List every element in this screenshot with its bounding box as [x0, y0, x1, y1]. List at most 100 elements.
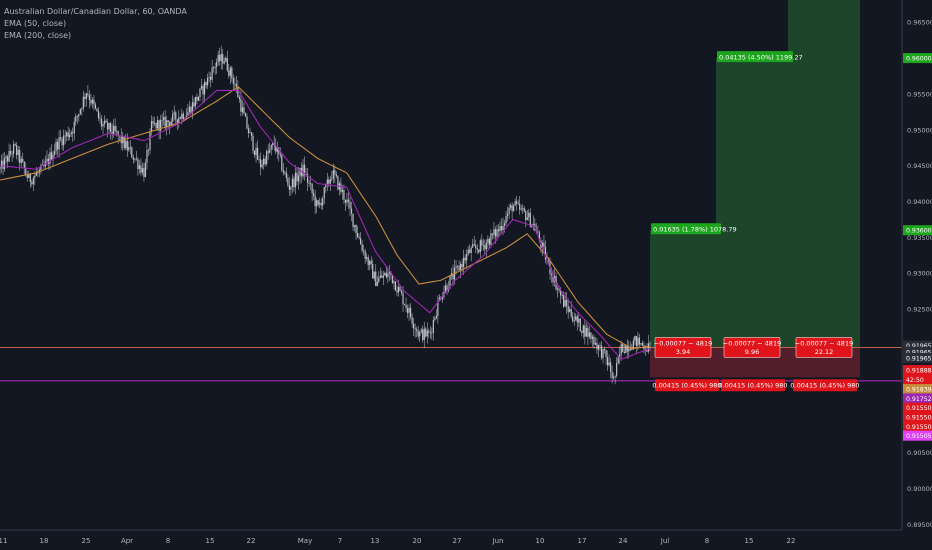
candle-body [419, 332, 421, 337]
target-label: 0.04135 (4.50%) 1199.27 [719, 54, 803, 62]
profit-zone [716, 58, 788, 348]
candle-body [260, 159, 262, 168]
candle-body [460, 263, 462, 271]
candle-body [413, 323, 415, 329]
profit-zone [650, 230, 716, 348]
candle-body [278, 147, 280, 154]
candle-body [100, 118, 103, 127]
candle-body [558, 288, 560, 291]
candle-body [8, 150, 10, 162]
candle-body [0, 160, 3, 168]
candle-body [614, 375, 616, 377]
time-tick-label: 25 [82, 537, 91, 545]
candle-body [356, 233, 359, 237]
time-tick-label: Apr [121, 537, 133, 545]
candle-body [617, 357, 619, 363]
price-tag-label: 0.91550 [906, 424, 932, 431]
candle-body [376, 281, 378, 287]
candle-body [214, 67, 216, 68]
candle-body [200, 85, 203, 89]
candle-body [244, 113, 247, 117]
candle-body [332, 170, 334, 179]
price-tag-label: 0.91752 [906, 396, 932, 403]
candle-body [99, 118, 101, 119]
candle-body [572, 316, 574, 322]
candle-body [564, 299, 566, 307]
price-tag-label: 0.91550 [906, 405, 932, 412]
candle-body [363, 250, 365, 252]
candle-body [620, 344, 622, 355]
candle-body [326, 179, 328, 185]
candle-body [605, 350, 607, 358]
price-tick-label: 0.89500 [907, 521, 932, 529]
candle-body [637, 337, 639, 346]
candle-body [420, 329, 422, 333]
time-tick-label: 24 [619, 537, 628, 545]
candle-body [537, 231, 539, 233]
candle-body [567, 306, 569, 312]
candle-body [640, 343, 642, 345]
candle-body [426, 330, 428, 337]
entry-sub-label: 22.12 [815, 348, 834, 356]
candle-body [340, 183, 342, 192]
candle-body [556, 288, 559, 290]
candle-body [526, 217, 528, 221]
candle-body [64, 135, 66, 137]
price-tick-label: 0.95500 [907, 90, 932, 98]
price-tick-label: 0.93500 [907, 234, 932, 242]
candle-body [349, 201, 351, 209]
candle-body [294, 172, 297, 188]
candle-body [232, 78, 234, 84]
time-tick-label: Jul [660, 537, 670, 545]
candle-body [429, 332, 431, 334]
candle-body [282, 170, 284, 173]
time-tick-label: 18 [40, 537, 49, 545]
candle-body [75, 116, 77, 122]
candle-body [78, 113, 80, 117]
candle-body [373, 271, 375, 279]
candle-body [291, 178, 294, 187]
price-tick-label: 0.90500 [907, 449, 932, 457]
candle-body [366, 257, 368, 259]
candle-body [149, 131, 151, 151]
candle-body [344, 199, 347, 203]
candle-body [147, 150, 150, 151]
candle-body [470, 247, 472, 253]
candle-body [17, 149, 19, 156]
candle-body [108, 123, 110, 130]
candle-body [463, 257, 465, 268]
candle-body [43, 164, 45, 167]
candle-body [353, 225, 356, 227]
candle-body [222, 54, 224, 64]
candle-body [158, 120, 160, 131]
candle-body [55, 141, 57, 152]
candle-body [529, 212, 531, 227]
candle-body [91, 99, 94, 104]
candle-body [475, 245, 477, 249]
price-tick-label: 0.94000 [907, 198, 932, 206]
candle-body [34, 175, 36, 178]
price-tag-label: 0.91839 [906, 387, 932, 394]
candle-body [228, 70, 230, 76]
candle-body [150, 121, 153, 132]
candle-body [225, 58, 227, 62]
candle-body [199, 88, 201, 97]
candle-body [629, 348, 631, 350]
ema200-legend[interactable]: EMA (200, close) [4, 31, 72, 40]
candle-body [205, 82, 207, 86]
candle-body [238, 97, 240, 99]
candle-body [416, 329, 418, 331]
candle-body [161, 119, 163, 121]
candle-body [610, 362, 612, 373]
candle-body [134, 158, 136, 160]
ema50-legend[interactable]: EMA (50, close) [4, 19, 67, 28]
candle-body [591, 336, 594, 339]
candle-body [476, 248, 478, 250]
candle-body [522, 207, 524, 209]
candle-body [484, 245, 486, 250]
candle-body [441, 296, 444, 300]
price-tick-label: 0.90000 [907, 485, 932, 493]
candle-body [116, 130, 118, 132]
candle-body [202, 85, 204, 95]
